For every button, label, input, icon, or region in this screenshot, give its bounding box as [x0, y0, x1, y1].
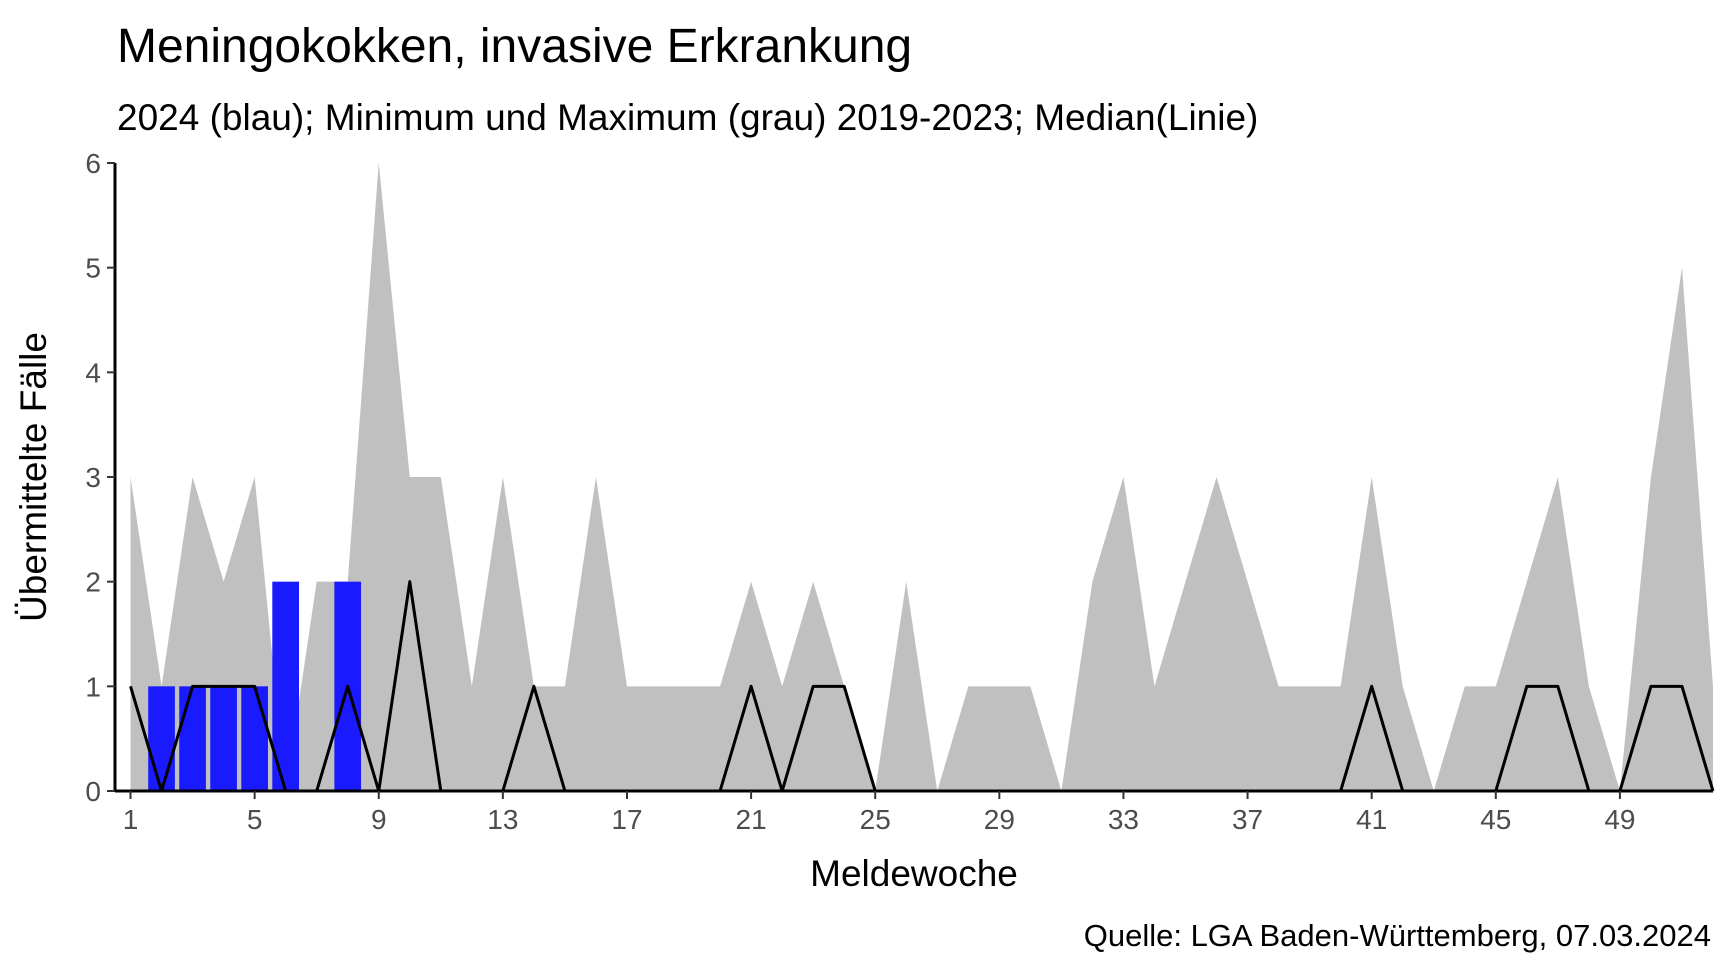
x-tick-label: 37 — [1232, 804, 1263, 835]
x-tick-label: 13 — [487, 804, 518, 835]
x-tick-label: 1 — [123, 804, 139, 835]
x-axis-title: Meldewoche — [810, 853, 1018, 894]
x-tick-label: 41 — [1356, 804, 1387, 835]
bar — [241, 686, 268, 791]
bar — [148, 686, 175, 791]
x-tick-label: 45 — [1480, 804, 1511, 835]
y-tick-label: 6 — [85, 148, 101, 179]
caption: Quelle: LGA Baden-Württemberg, 07.03.202… — [1084, 918, 1711, 953]
y-tick-label: 1 — [85, 671, 101, 702]
y-tick-label: 5 — [85, 253, 101, 284]
y-tick-label: 0 — [85, 776, 101, 807]
x-tick-label: 9 — [371, 804, 387, 835]
bar — [210, 686, 237, 791]
x-tick-label: 17 — [611, 804, 642, 835]
range-area — [130, 163, 1714, 791]
chart-title: Meningokokken, invasive Erkrankung — [117, 20, 912, 73]
y-tick-label: 4 — [85, 357, 101, 388]
x-tick-label: 49 — [1604, 804, 1635, 835]
y-axis-title: Übermittelte Fälle — [13, 332, 54, 622]
chart-subtitle: 2024 (blau); Minimum und Maximum (grau) … — [117, 97, 1258, 138]
x-tick-label: 33 — [1108, 804, 1139, 835]
y-tick-label: 2 — [85, 567, 101, 598]
bar — [179, 686, 206, 791]
x-tick-label: 29 — [984, 804, 1015, 835]
x-tick-label: 5 — [247, 804, 263, 835]
x-tick-label: 25 — [860, 804, 891, 835]
y-tick-label: 3 — [85, 462, 101, 493]
x-tick-label: 21 — [736, 804, 767, 835]
